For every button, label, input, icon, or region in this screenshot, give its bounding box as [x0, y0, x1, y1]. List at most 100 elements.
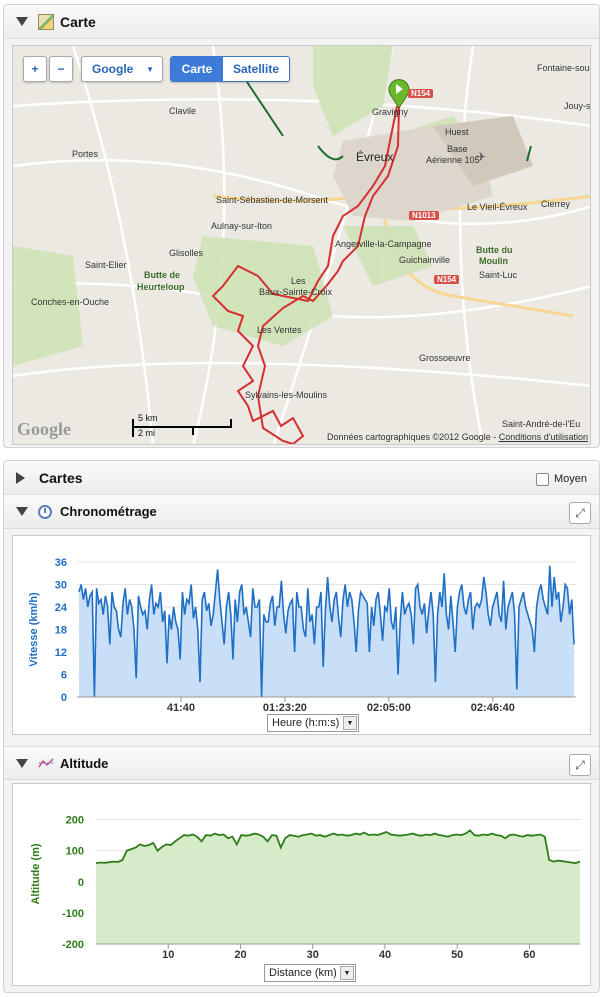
- y-tick-label: -200: [62, 939, 84, 951]
- altitude-area: [96, 830, 580, 944]
- map-view-button[interactable]: Carte: [171, 57, 223, 81]
- place-label: Clavile: [169, 106, 197, 116]
- road-label: N154: [434, 275, 460, 284]
- collapse-triangle-icon[interactable]: [16, 507, 28, 516]
- place-label: Cierrey: [541, 199, 571, 209]
- place-label: Portes: [72, 149, 99, 159]
- map-panel: Carte: [3, 4, 600, 448]
- y-tick-label: 200: [66, 815, 84, 827]
- map-panel-title: Carte: [60, 13, 96, 30]
- speed-series-line: [78, 565, 575, 698]
- altitude-section-title: Altitude: [60, 755, 109, 771]
- road-label: N1013: [409, 211, 439, 220]
- place-label: Moulin: [479, 256, 508, 266]
- distance-axis-select[interactable]: Distance (km) ▼: [264, 964, 356, 982]
- y-tick-label: 36: [55, 557, 67, 569]
- clock-icon: [38, 504, 52, 519]
- place-label: Heurteloup: [137, 282, 185, 292]
- fullscreen-icon[interactable]: ⤢: [569, 502, 591, 524]
- map-panel-header[interactable]: Carte: [4, 5, 599, 39]
- map-scale: 5 km 2 mi: [130, 413, 240, 441]
- y-tick-label: -100: [62, 908, 84, 920]
- y-axis-label: Altitude (m): [30, 843, 42, 904]
- timing-section-header[interactable]: Chronométrage ⤢: [4, 495, 599, 529]
- expand-triangle-icon[interactable]: [16, 471, 25, 484]
- chevron-down-icon: ▼: [343, 716, 357, 730]
- charts-panel: Cartes Moyen Chronométrage ⤢ 0 6 12 18 24 30 3…: [3, 460, 600, 993]
- place-label: Conches-en-Ouche: [31, 297, 110, 307]
- y-tick-label: 0: [61, 692, 67, 704]
- map-canvas[interactable]: ✈: [13, 46, 591, 445]
- x-tick-label: 30: [307, 949, 319, 961]
- x-tick-label: 02:05:00: [367, 702, 411, 714]
- place-label: Les: [291, 276, 306, 286]
- route-line: [211, 105, 400, 444]
- map-provider-select[interactable]: Google ▼: [81, 56, 163, 82]
- y-tick-label: 0: [78, 877, 84, 889]
- altitude-icon: [38, 758, 54, 768]
- x-tick-label: 60: [523, 949, 535, 961]
- scale-mi-label: 2 mi: [138, 428, 156, 438]
- place-label: Base: [447, 144, 468, 154]
- time-axis-select-label: Heure (h:m:s): [272, 717, 340, 729]
- place-label: Saint-André-de-l'Eu: [502, 419, 581, 429]
- x-tick-label: 41:40: [167, 702, 195, 714]
- zoom-out-button[interactable]: −: [49, 56, 73, 82]
- x-tick-label: 02:46:40: [471, 702, 515, 714]
- start-marker: [388, 79, 410, 109]
- map-copyright: Données cartographiques ©2012 Google - C…: [327, 432, 588, 442]
- x-tick-label: 50: [451, 949, 463, 961]
- road-label: N154: [408, 89, 434, 98]
- altitude-series-line: [95, 829, 581, 865]
- charts-panel-header[interactable]: Cartes Moyen: [4, 461, 599, 495]
- charts-panel-title: Cartes: [39, 469, 83, 486]
- y-tick-label: 100: [66, 846, 84, 858]
- altitude-section-header[interactable]: Altitude ⤢: [4, 746, 599, 780]
- place-label: Évreux: [356, 150, 394, 164]
- satellite-view-button[interactable]: Satellite: [223, 57, 289, 81]
- x-tick-label: 40: [379, 949, 391, 961]
- place-label: Jouy-s: [564, 101, 591, 111]
- x-tick-label: 01:23:20: [263, 702, 307, 714]
- y-tick-label: 12: [55, 647, 67, 659]
- copyright-text: Données cartographiques ©2012 Google -: [326, 432, 499, 442]
- y-axis-label: Vitesse (km/h): [28, 592, 40, 667]
- place-label: Butte du: [476, 245, 513, 255]
- moyen-label: Moyen: [553, 473, 587, 485]
- place-label: Saint-Sébastien-de-Morsent: [216, 195, 329, 205]
- place-label: Aérienne 105: [426, 155, 480, 165]
- distance-axis-select-label: Distance (km): [269, 967, 337, 979]
- x-tick-label: 20: [234, 949, 246, 961]
- place-label: Guichainville: [399, 255, 451, 265]
- map-icon: [38, 13, 54, 30]
- map-view[interactable]: ✈ + − Google ▼ Carte Satellite Fontaine-…: [12, 45, 591, 445]
- google-logo: Google: [17, 419, 71, 439]
- place-label: Sylvains-les-Moulins: [245, 390, 328, 400]
- y-tick-label: 6: [61, 670, 67, 682]
- map-provider-label: Google: [92, 62, 134, 76]
- terms-link[interactable]: Conditions d'utilisation: [498, 432, 588, 442]
- svg-text:✈: ✈: [476, 150, 486, 164]
- place-label: Baux-Sainte-Croix: [259, 287, 333, 297]
- collapse-triangle-icon[interactable]: [16, 17, 28, 26]
- place-label: Huest: [445, 127, 469, 137]
- collapse-triangle-icon[interactable]: [16, 758, 28, 768]
- speed-chart-svg[interactable]: 0 6 12 18 24 30 36 41:40 01:23:20 02:05:00 02:46:4…: [13, 536, 590, 734]
- moyen-checkbox[interactable]: [536, 473, 549, 486]
- altitude-chart-svg[interactable]: -200 -100 0 100 200 10 20 30 40 50 60 Altitude (m): [13, 784, 590, 985]
- altitude-chart: -200 -100 0 100 200 10 20 30 40 50 60 Altitude (m) …: [12, 783, 591, 986]
- place-label: Fontaine-sous: [537, 63, 591, 73]
- y-tick-label: 18: [55, 625, 67, 637]
- place-label: Le Vieil-Évreux: [467, 202, 528, 212]
- map-type-toggle: Carte Satellite: [170, 56, 290, 82]
- zoom-in-button[interactable]: +: [23, 56, 47, 82]
- y-tick-label: 30: [55, 580, 67, 592]
- place-label: Saint-Luc: [479, 270, 518, 280]
- time-axis-select[interactable]: Heure (h:m:s) ▼: [267, 714, 359, 732]
- chevron-down-icon: ▼: [340, 966, 354, 980]
- place-label: Angerville-la-Campagne: [335, 239, 432, 249]
- fullscreen-icon[interactable]: ⤢: [569, 754, 591, 776]
- place-label: Aulnay-sur-Iton: [211, 221, 273, 231]
- speed-chart: 0 6 12 18 24 30 36 41:40 01:23:20 02:05:00 02:46:4…: [12, 535, 591, 735]
- y-tick-label: 24: [55, 602, 68, 614]
